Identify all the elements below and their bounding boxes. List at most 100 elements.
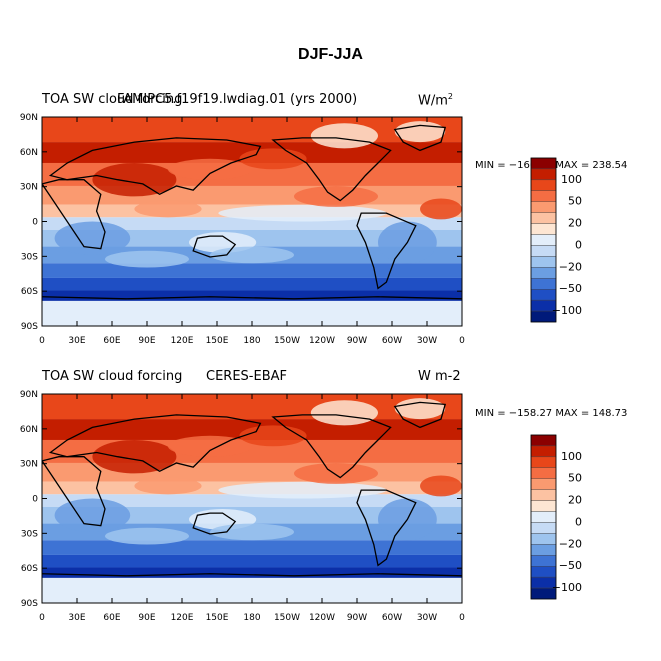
coastline (48, 137, 262, 196)
lat-label: 60S (21, 564, 38, 574)
lon-label: 30W (417, 613, 437, 623)
colorbar-swatch (530, 157, 557, 170)
map-field (42, 394, 462, 603)
lon-label: 150E (206, 613, 229, 623)
colorbar-swatch (530, 544, 557, 556)
field-anomaly (294, 462, 378, 484)
field-anomaly (54, 498, 131, 532)
colorbar-label: 0 (575, 238, 582, 251)
field-anomaly (420, 198, 462, 220)
coastline (192, 512, 237, 535)
colorbar-swatch (530, 566, 557, 578)
colorbar-label: 20 (568, 217, 582, 230)
colorbar-swatch (530, 256, 557, 268)
lon-label: 120E (171, 613, 194, 623)
lat-label: 0 (32, 218, 38, 228)
lon-label: 30E (68, 613, 85, 623)
colorbar-swatch (530, 245, 557, 257)
panel2-units: W m-2 (418, 369, 461, 384)
coastline (42, 179, 106, 250)
colorbar-swatch (530, 467, 557, 479)
lat-label: 60S (21, 287, 38, 297)
colorbar-label: 100 (561, 173, 582, 186)
field-anomaly (394, 398, 446, 420)
lat-band (42, 277, 462, 291)
lon-label: 30W (417, 336, 437, 346)
figure-title: DJF-JJA (298, 46, 363, 63)
antarctica-coastline (42, 296, 462, 300)
panel2-left-title: TOA SW cloud forcing (42, 369, 183, 384)
colorbar-label: 50 (568, 195, 582, 208)
field-anomaly (134, 200, 202, 218)
colorbar-swatch (530, 190, 557, 202)
field-anomaly (239, 148, 307, 170)
colorbar-swatch (530, 267, 557, 279)
lon-label: 0 (459, 613, 465, 623)
panel2-colorbar: 100 50 20 0 −20 −50 −100 (530, 434, 582, 600)
colorbar-swatch (530, 201, 557, 213)
field-anomaly (239, 425, 307, 447)
lat-band (42, 554, 462, 568)
field-anomaly (394, 121, 446, 143)
panel1-units: W/m2 (418, 92, 453, 109)
colorbar-swatch (530, 234, 557, 246)
field-anomaly (420, 475, 462, 497)
field-anomaly (134, 477, 202, 495)
colorbar-swatch (530, 223, 557, 235)
colorbar-swatch (530, 289, 557, 301)
field-anomaly (105, 250, 189, 268)
field-anomaly (210, 246, 294, 264)
lat-label: 90N (20, 113, 38, 123)
lat-label: 30S (21, 529, 38, 539)
colorbar-label: −50 (559, 559, 582, 572)
lat-label: 30S (21, 252, 38, 262)
field-anomaly (310, 123, 378, 149)
lat-band (42, 290, 462, 301)
lon-label: 150W (274, 336, 300, 346)
colorbar-label: 20 (568, 494, 582, 507)
lat-label: 90S (21, 599, 38, 609)
antarctica-coastline (42, 573, 462, 577)
coastline (192, 235, 237, 258)
colorbar-swatch (530, 278, 557, 290)
field-anomaly (310, 400, 378, 426)
colorbar-label: −100 (552, 581, 582, 594)
lon-label: 150W (274, 613, 300, 623)
lon-label: 150E (206, 336, 229, 346)
lat-label: 60N (20, 425, 38, 435)
panel2-minmax: MIN = −158.27 MAX = 148.73 (475, 408, 628, 419)
lon-label: 90W (347, 613, 367, 623)
panel1-left-title: TOA SW cloud forcing (42, 92, 183, 107)
coastline (42, 456, 106, 527)
field-anomaly (168, 158, 252, 180)
colorbar-frame (530, 157, 557, 323)
panel2-center-title: CERES-EBAF (206, 369, 287, 384)
map-field (42, 117, 462, 326)
lon-label: 180 (243, 613, 260, 623)
colorbar-swatch (530, 456, 557, 469)
colorbar-label: −100 (552, 304, 582, 317)
lat-label: 90S (21, 322, 38, 332)
colorbar-label: 100 (561, 450, 582, 463)
coastline (271, 137, 392, 202)
lat-band (42, 263, 462, 278)
lon-label: 60W (382, 336, 402, 346)
colorbar-swatch (530, 478, 557, 490)
lat-band (42, 567, 462, 578)
lat-label: 90N (20, 390, 38, 400)
colorbar-swatch (530, 168, 557, 181)
lon-label: 120E (171, 336, 194, 346)
lat-label: 60N (20, 148, 38, 158)
colorbar-swatch (530, 522, 557, 534)
colorbar-swatch (530, 434, 557, 447)
field-anomaly (294, 185, 378, 207)
field-anomaly (92, 439, 177, 474)
panel1-center-title: FAMIPC5.f19f19.lwdiag.01 (yrs 2000) (117, 92, 358, 107)
field-anomaly (92, 162, 177, 197)
coastline (271, 414, 392, 479)
coastline (393, 401, 447, 429)
field-anomaly (218, 481, 387, 499)
lat-label: 30N (20, 183, 38, 193)
